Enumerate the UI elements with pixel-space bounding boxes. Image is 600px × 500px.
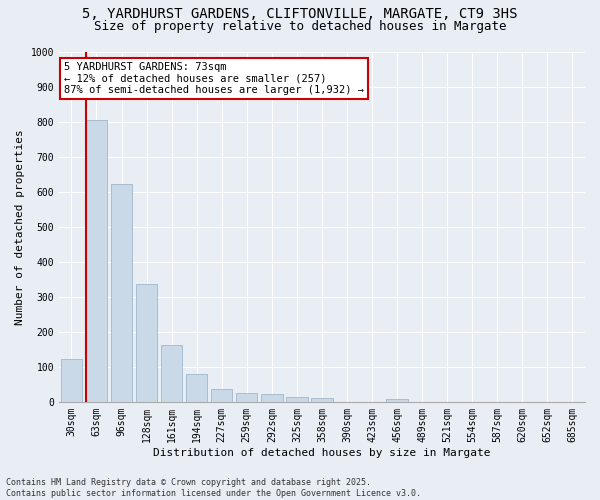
Bar xyxy=(136,284,157,402)
Bar xyxy=(161,344,182,402)
Y-axis label: Number of detached properties: Number of detached properties xyxy=(15,129,25,324)
Text: 5, YARDHURST GARDENS, CLIFTONVILLE, MARGATE, CT9 3HS: 5, YARDHURST GARDENS, CLIFTONVILLE, MARG… xyxy=(82,8,518,22)
Bar xyxy=(111,184,132,402)
Text: Contains HM Land Registry data © Crown copyright and database right 2025.
Contai: Contains HM Land Registry data © Crown c… xyxy=(6,478,421,498)
Text: Size of property relative to detached houses in Margate: Size of property relative to detached ho… xyxy=(94,20,506,33)
Text: 5 YARDHURST GARDENS: 73sqm
← 12% of detached houses are smaller (257)
87% of sem: 5 YARDHURST GARDENS: 73sqm ← 12% of deta… xyxy=(64,62,364,95)
Bar xyxy=(211,389,232,402)
Bar xyxy=(186,374,208,402)
Bar xyxy=(261,394,283,402)
Bar xyxy=(236,394,257,402)
Bar xyxy=(286,396,308,402)
Bar xyxy=(61,359,82,402)
X-axis label: Distribution of detached houses by size in Margate: Distribution of detached houses by size … xyxy=(153,448,491,458)
Bar xyxy=(311,398,332,402)
Bar xyxy=(86,120,107,402)
Bar xyxy=(386,400,408,402)
